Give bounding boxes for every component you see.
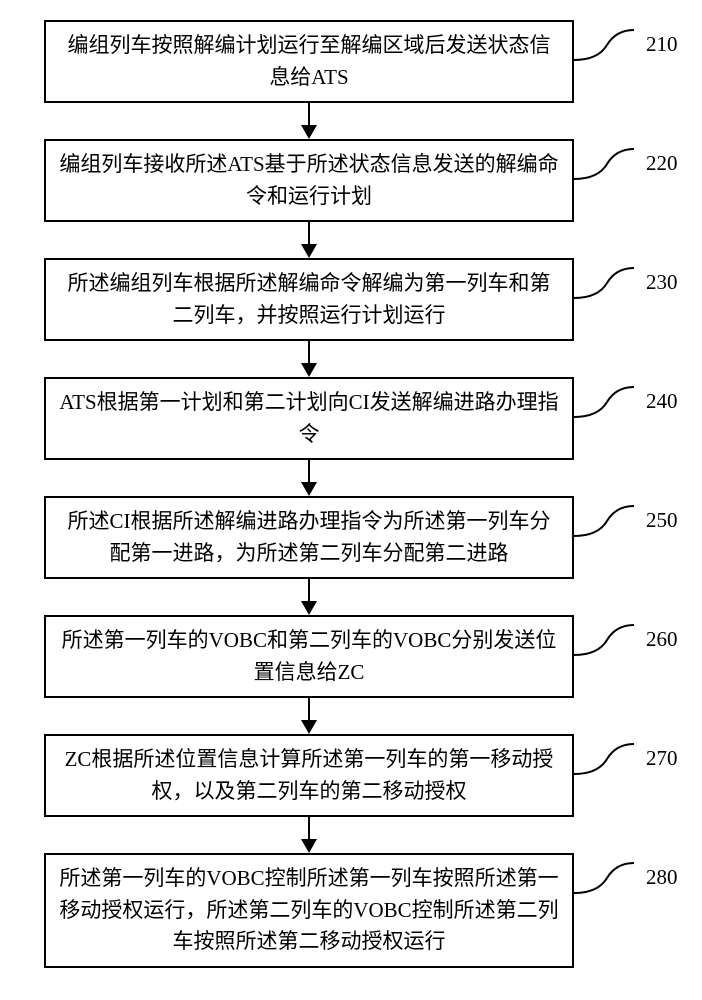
box-column: ATS根据第一计划和第二计划向CI发送解编进路办理指令 [44, 377, 574, 460]
flow-step-box: 所述第一列车的VOBC和第二列车的VOBC分别发送位置信息给ZC [44, 615, 574, 698]
flow-step-box: 所述第一列车的VOBC控制所述第一列车按照所述第一移动授权运行，所述第二列车的V… [44, 853, 574, 968]
step-label: 260 [646, 627, 678, 652]
flow-arrow [44, 460, 574, 496]
box-column: 所述第一列车的VOBC控制所述第一列车按照所述第一移动授权运行，所述第二列车的V… [44, 853, 574, 968]
flow-row: 所述CI根据所述解编进路办理指令为所述第一列车分配第一进路，为所述第二列车分配第… [20, 496, 682, 579]
step-label: 250 [646, 508, 678, 533]
arrow-line [308, 103, 310, 125]
flow-row: ZC根据所述位置信息计算所述第一列车的第一移动授权，以及第二列车的第二移动授权 … [20, 734, 682, 817]
arrow-line [308, 341, 310, 363]
box-column: 所述第一列车的VOBC和第二列车的VOBC分别发送位置信息给ZC [44, 615, 574, 698]
step-connector: 210 [574, 26, 634, 64]
arrow-head-icon [301, 244, 317, 258]
step-connector: 250 [574, 502, 634, 540]
arrow-head-icon [301, 363, 317, 377]
flow-step-box: 编组列车接收所述ATS基于所述状态信息发送的解编命令和运行计划 [44, 139, 574, 222]
arrow-head-icon [301, 601, 317, 615]
step-connector: 240 [574, 383, 634, 421]
flow-row: 编组列车按照解编计划运行至解编区域后发送状态信息给ATS 210 [20, 20, 682, 103]
arrow-line [308, 817, 310, 839]
flow-arrow [44, 817, 574, 853]
arrow-line [308, 579, 310, 601]
flow-row: 编组列车接收所述ATS基于所述状态信息发送的解编命令和运行计划 220 [20, 139, 682, 222]
box-column: 编组列车按照解编计划运行至解编区域后发送状态信息给ATS [44, 20, 574, 103]
step-connector: 220 [574, 145, 634, 183]
flow-arrow [44, 341, 574, 377]
box-column: 所述CI根据所述解编进路办理指令为所述第一列车分配第一进路，为所述第二列车分配第… [44, 496, 574, 579]
flowchart-container: 编组列车按照解编计划运行至解编区域后发送状态信息给ATS 210 编组列车接收所述… [20, 20, 682, 968]
step-connector: 260 [574, 621, 634, 659]
step-connector: 280 [574, 859, 634, 897]
arrow-head-icon [301, 125, 317, 139]
step-label: 240 [646, 389, 678, 414]
step-label: 280 [646, 865, 678, 890]
flow-step-box: 所述编组列车根据所述解编命令解编为第一列车和第二列车，并按照运行计划运行 [44, 258, 574, 341]
flow-row: 所述第一列车的VOBC和第二列车的VOBC分别发送位置信息给ZC 260 [20, 615, 682, 698]
box-column: 所述编组列车根据所述解编命令解编为第一列车和第二列车，并按照运行计划运行 [44, 258, 574, 341]
flow-row: ATS根据第一计划和第二计划向CI发送解编进路办理指令 240 [20, 377, 682, 460]
flow-arrow [44, 579, 574, 615]
step-connector: 270 [574, 740, 634, 778]
arrow-line [308, 460, 310, 482]
flow-step-box: ZC根据所述位置信息计算所述第一列车的第一移动授权，以及第二列车的第二移动授权 [44, 734, 574, 817]
arrow-head-icon [301, 720, 317, 734]
arrow-line [308, 222, 310, 244]
step-label: 230 [646, 270, 678, 295]
step-label: 220 [646, 151, 678, 176]
step-label: 270 [646, 746, 678, 771]
step-connector: 230 [574, 264, 634, 302]
flow-step-box: 所述CI根据所述解编进路办理指令为所述第一列车分配第一进路，为所述第二列车分配第… [44, 496, 574, 579]
flow-step-box: 编组列车按照解编计划运行至解编区域后发送状态信息给ATS [44, 20, 574, 103]
flow-arrow [44, 103, 574, 139]
arrow-head-icon [301, 839, 317, 853]
flow-row: 所述第一列车的VOBC控制所述第一列车按照所述第一移动授权运行，所述第二列车的V… [20, 853, 682, 968]
flow-arrow [44, 222, 574, 258]
step-label: 210 [646, 32, 678, 57]
arrow-line [308, 698, 310, 720]
arrow-head-icon [301, 482, 317, 496]
flow-row: 所述编组列车根据所述解编命令解编为第一列车和第二列车，并按照运行计划运行 230 [20, 258, 682, 341]
box-column: ZC根据所述位置信息计算所述第一列车的第一移动授权，以及第二列车的第二移动授权 [44, 734, 574, 817]
flow-arrow [44, 698, 574, 734]
flow-step-box: ATS根据第一计划和第二计划向CI发送解编进路办理指令 [44, 377, 574, 460]
box-column: 编组列车接收所述ATS基于所述状态信息发送的解编命令和运行计划 [44, 139, 574, 222]
